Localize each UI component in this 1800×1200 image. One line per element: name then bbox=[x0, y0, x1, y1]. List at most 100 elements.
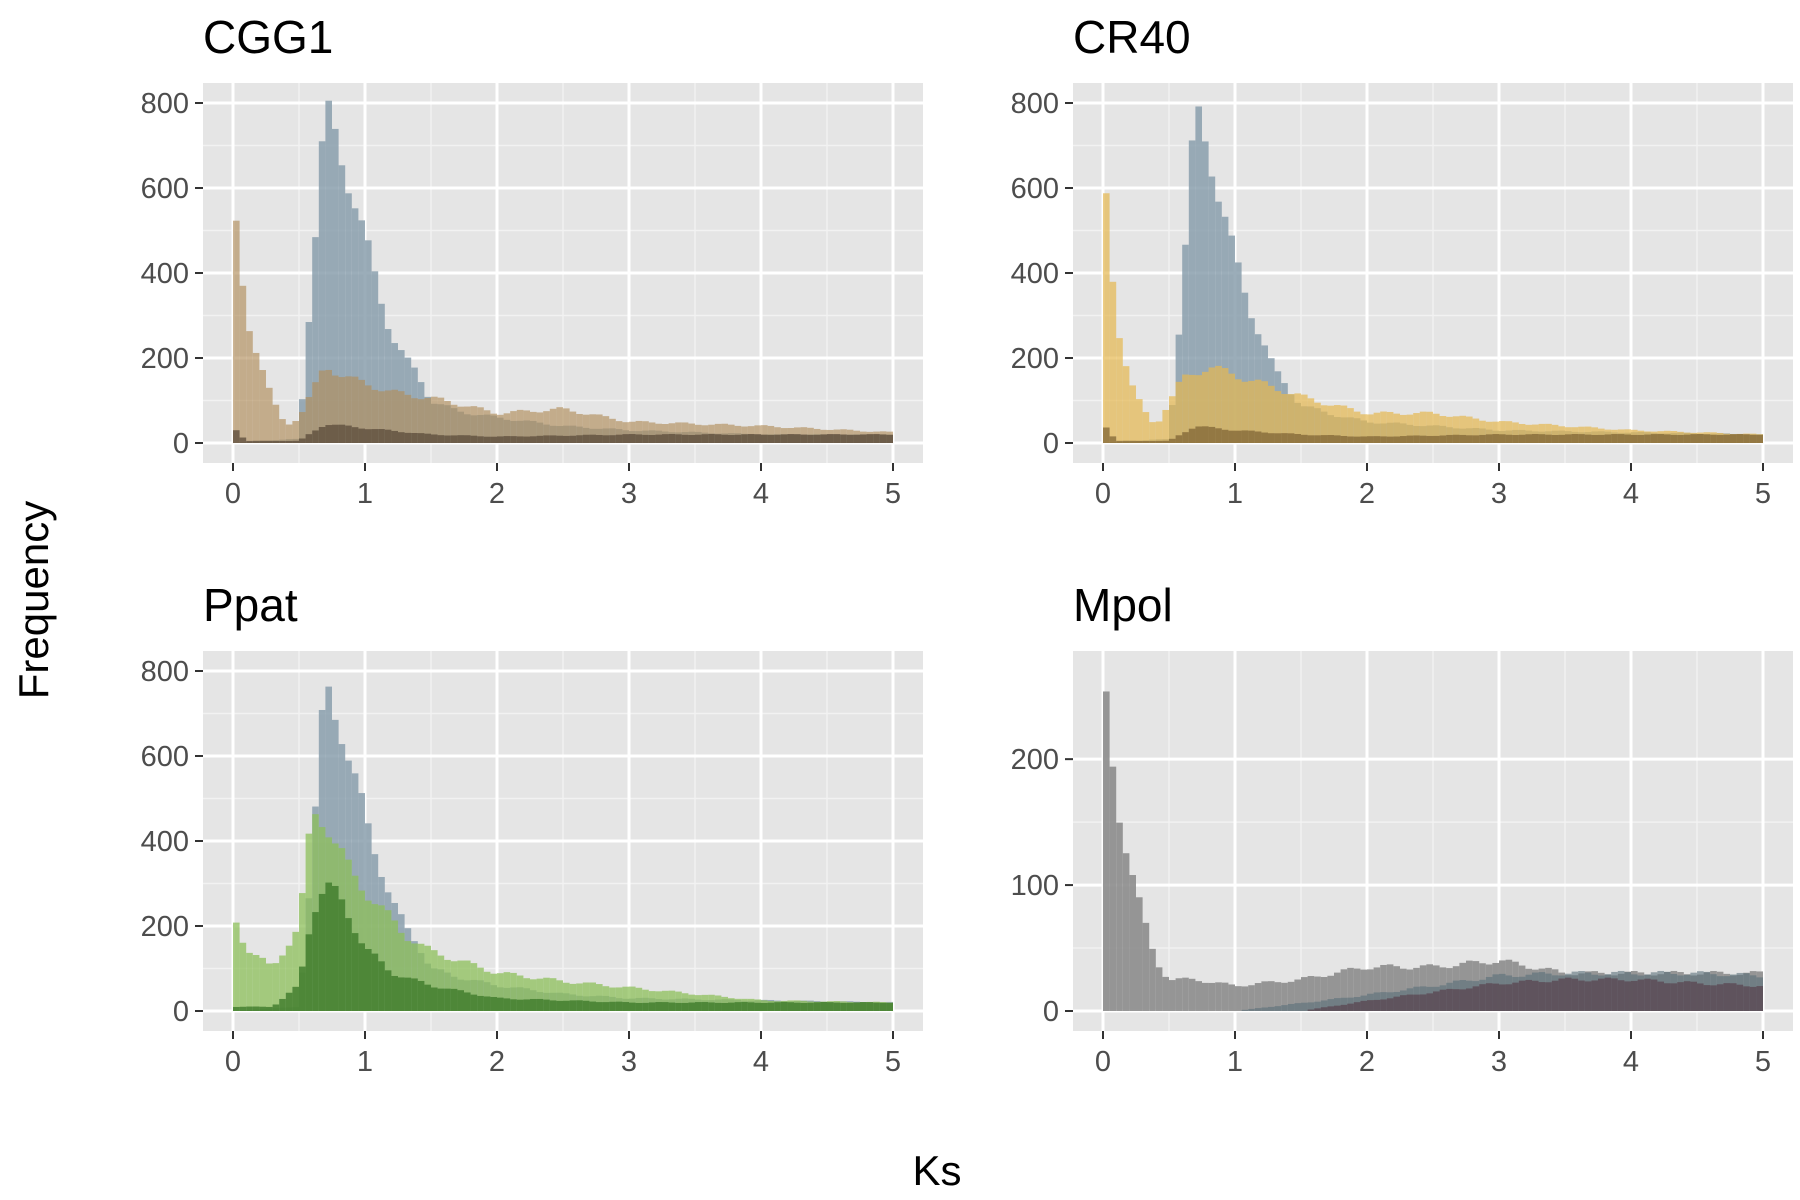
histogram-bar bbox=[497, 436, 504, 443]
histogram-bar bbox=[629, 434, 636, 443]
histogram-bar bbox=[1353, 411, 1361, 443]
histogram-bar bbox=[1551, 435, 1559, 443]
histogram-bar bbox=[1221, 216, 1229, 443]
histogram-bar bbox=[1169, 980, 1176, 1011]
histogram-bar bbox=[464, 992, 471, 1011]
histogram-bar bbox=[1116, 440, 1123, 443]
histogram-bar bbox=[457, 435, 464, 443]
histogram-bar bbox=[457, 990, 464, 1011]
histogram-bar bbox=[728, 1002, 735, 1011]
histogram-bar bbox=[721, 434, 728, 443]
series-3 bbox=[1307, 977, 1763, 1011]
histogram-bar bbox=[246, 952, 253, 1011]
histogram-bar bbox=[1591, 434, 1598, 443]
histogram-bar bbox=[668, 434, 676, 443]
histogram-bar bbox=[1644, 978, 1651, 1011]
histogram-bar bbox=[378, 905, 385, 1011]
histogram-bar bbox=[635, 987, 643, 1011]
histogram-bar bbox=[338, 424, 346, 443]
histogram-bar bbox=[246, 331, 253, 443]
histogram-bar bbox=[813, 1002, 821, 1011]
histogram-bar bbox=[642, 421, 649, 443]
histogram-bar bbox=[1591, 980, 1598, 1011]
histogram-bar bbox=[1340, 1004, 1348, 1011]
histogram-bar bbox=[1175, 381, 1183, 443]
histogram-bar bbox=[516, 409, 524, 443]
series-3 bbox=[233, 424, 893, 443]
histogram-bar bbox=[332, 375, 339, 443]
histogram-bar bbox=[246, 1006, 253, 1011]
histogram-bar bbox=[642, 434, 649, 443]
histogram-bar bbox=[1380, 436, 1387, 443]
x-tick-label: 0 bbox=[225, 1046, 241, 1078]
histogram-bar bbox=[1406, 414, 1414, 443]
histogram-bar bbox=[642, 989, 649, 1011]
histogram-bar bbox=[1327, 975, 1334, 1011]
histogram-bar bbox=[615, 434, 623, 443]
histogram-bar bbox=[602, 986, 610, 1011]
histogram-bar bbox=[688, 1002, 695, 1011]
histogram-bar bbox=[1393, 436, 1400, 443]
histogram-bar bbox=[1301, 1002, 1308, 1011]
histogram-bar bbox=[1532, 433, 1539, 443]
histogram-bar bbox=[648, 434, 656, 443]
histogram-bar bbox=[615, 421, 623, 443]
histogram-bar bbox=[1301, 977, 1308, 1011]
histogram-bar bbox=[1281, 1005, 1288, 1011]
x-tick-label: 3 bbox=[621, 1046, 637, 1078]
histogram-bar bbox=[1624, 434, 1631, 443]
histogram-bar bbox=[1400, 968, 1407, 1011]
histogram-bar bbox=[675, 1002, 682, 1011]
histogram-bar bbox=[1419, 411, 1427, 443]
histogram-bar bbox=[305, 833, 313, 1011]
histogram-bar bbox=[1334, 1005, 1341, 1011]
histogram-bar bbox=[602, 416, 610, 443]
histogram-bar bbox=[1241, 381, 1249, 443]
histogram-bar bbox=[1334, 405, 1341, 443]
histogram-bar bbox=[807, 1002, 814, 1011]
histogram-bar bbox=[437, 988, 445, 1011]
histogram-bar bbox=[1281, 982, 1288, 1011]
panel-title: CR40 bbox=[1073, 11, 1191, 63]
histogram-bar bbox=[701, 425, 709, 443]
histogram-bar bbox=[1617, 980, 1625, 1011]
histogram-bar bbox=[1109, 281, 1117, 443]
histogram-bar bbox=[1314, 402, 1321, 443]
histogram-bar bbox=[1340, 997, 1348, 1011]
histogram-bar bbox=[589, 434, 596, 443]
histogram-bar bbox=[1485, 434, 1493, 443]
histogram-bar bbox=[1116, 338, 1123, 443]
histogram-bar bbox=[1393, 966, 1400, 1011]
y-tick-label: 0 bbox=[1043, 428, 1059, 460]
histogram-bar bbox=[233, 922, 240, 1011]
histogram-bar bbox=[1294, 393, 1301, 443]
histogram-bar bbox=[312, 382, 319, 443]
y-tick-label: 200 bbox=[1011, 744, 1059, 776]
histogram-bar bbox=[648, 1002, 656, 1011]
y-tick-label: 0 bbox=[173, 996, 189, 1028]
histogram-bar bbox=[470, 435, 478, 443]
histogram-bar bbox=[431, 987, 438, 1011]
histogram-bar bbox=[510, 972, 517, 1011]
histogram-bar bbox=[556, 407, 563, 443]
x-tick-label: 5 bbox=[885, 1046, 901, 1078]
histogram-bar bbox=[1268, 385, 1275, 443]
histogram-bar bbox=[450, 961, 458, 1011]
histogram-bar bbox=[1512, 982, 1519, 1011]
histogram-bar bbox=[1657, 434, 1664, 443]
histogram-bar bbox=[787, 1002, 794, 1011]
histogram-bar bbox=[1551, 980, 1559, 1011]
histogram-bar bbox=[477, 995, 484, 1011]
histogram-bar bbox=[1195, 426, 1202, 443]
x-tick-label: 5 bbox=[885, 478, 901, 510]
histogram-bar bbox=[312, 430, 319, 443]
histogram-bar bbox=[411, 943, 418, 1011]
histogram-bar bbox=[774, 434, 781, 443]
histogram-bar bbox=[701, 1002, 709, 1011]
histogram-bar bbox=[239, 942, 247, 1011]
histogram-bar bbox=[1320, 405, 1328, 443]
histogram-bar bbox=[272, 404, 280, 443]
histogram-bar bbox=[866, 1002, 874, 1011]
x-tick-label: 4 bbox=[1623, 1046, 1639, 1078]
histogram-bar bbox=[1188, 428, 1196, 443]
